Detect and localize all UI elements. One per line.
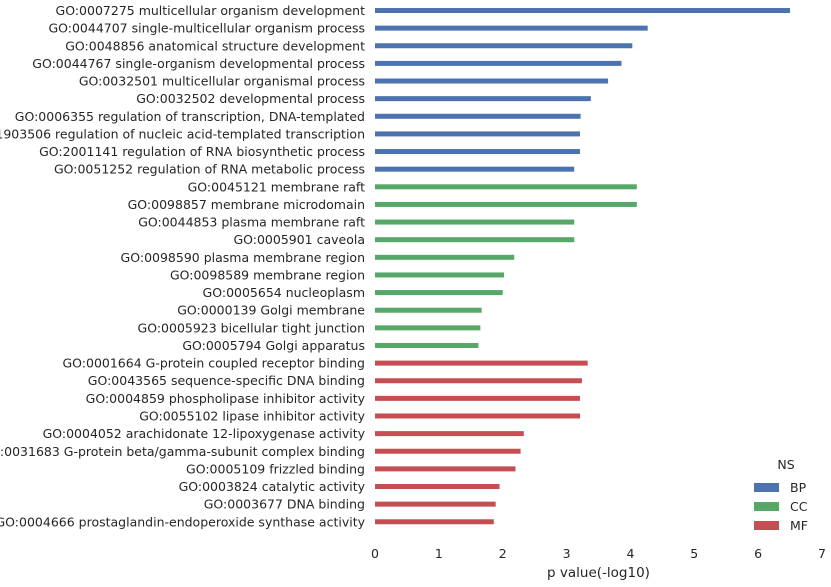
bar-7 bbox=[375, 113, 581, 119]
bar-15 bbox=[375, 254, 515, 260]
y-tick-label: GO:0004859 phospholipase inhibitor activ… bbox=[86, 391, 366, 406]
legend-title: NS bbox=[777, 457, 794, 472]
y-tick-label: GO:0032501 multicellular organismal proc… bbox=[79, 74, 365, 89]
y-tick-label: GO:0044707 single-multicellular organism… bbox=[48, 21, 365, 36]
x-axis-ticks: 0 1 2 3 4 5 6 7 bbox=[371, 546, 826, 561]
bar-2 bbox=[375, 25, 648, 31]
legend: NS BP CC MF bbox=[754, 457, 808, 533]
y-tick-label: GO:0044853 plasma membrane raft bbox=[138, 215, 365, 230]
y-tick-label: GO:0005794 Golgi apparatus bbox=[182, 338, 365, 353]
bar-4 bbox=[375, 60, 622, 66]
bar-13 bbox=[375, 219, 575, 225]
y-tick-label: GO:0048856 anatomical structure developm… bbox=[65, 38, 365, 53]
x-tick-label: 1 bbox=[435, 546, 443, 561]
y-axis-labels: GO:0007275 multicellular organism develo… bbox=[0, 3, 366, 529]
bar-30 bbox=[375, 519, 494, 525]
bar-16 bbox=[375, 272, 504, 278]
bar-20 bbox=[375, 342, 479, 348]
bar-6 bbox=[375, 96, 591, 102]
x-tick-label: 4 bbox=[626, 546, 634, 561]
bar-5 bbox=[375, 78, 609, 84]
bar-25 bbox=[375, 431, 524, 437]
bar-11 bbox=[375, 184, 637, 190]
bar-17 bbox=[375, 290, 503, 296]
y-tick-label: GO:1903506 regulation of nucleic acid-te… bbox=[0, 126, 365, 141]
bar-8 bbox=[375, 131, 580, 137]
bar-29 bbox=[375, 501, 496, 507]
y-tick-label: GO:0098857 membrane microdomain bbox=[128, 197, 365, 212]
bar-12 bbox=[375, 201, 637, 207]
x-axis-label: p value(-log10) bbox=[547, 565, 650, 581]
x-tick-label: 7 bbox=[818, 546, 826, 561]
x-tick-label: 2 bbox=[499, 546, 507, 561]
y-tick-label: GO:0005923 bicellular tight junction bbox=[138, 320, 365, 335]
x-tick-label: 3 bbox=[563, 546, 571, 561]
y-tick-label: GO:0001664 G-protein coupled receptor bi… bbox=[62, 356, 365, 371]
y-tick-label: GO:0098590 plasma membrane region bbox=[121, 250, 365, 265]
bar-26 bbox=[375, 448, 521, 454]
y-tick-label: GO:0043565 sequence-specific DNA binding bbox=[88, 373, 365, 388]
bar-28 bbox=[375, 484, 500, 490]
legend-label-bp: BP bbox=[790, 480, 807, 495]
y-tick-label: GO:0005109 frizzled binding bbox=[186, 461, 365, 476]
y-tick-label: GO:0003824 catalytic activity bbox=[179, 479, 366, 494]
y-tick-label: GO:0007275 multicellular organism develo… bbox=[56, 3, 366, 18]
y-tick-label: GO:0055102 lipase inhibitor activity bbox=[139, 408, 365, 423]
y-tick-label: GO:0000139 Golgi membrane bbox=[177, 303, 365, 318]
x-tick-label: 5 bbox=[690, 546, 698, 561]
y-tick-label: GO:0031683 G-protein beta/gamma-subunit … bbox=[0, 444, 365, 459]
x-tick-label: 6 bbox=[754, 546, 762, 561]
bar-27 bbox=[375, 466, 516, 472]
legend-label-mf: MF bbox=[790, 518, 808, 533]
y-tick-label: GO:0098589 membrane region bbox=[170, 267, 365, 282]
bar-19 bbox=[375, 325, 481, 331]
bar-10 bbox=[375, 166, 575, 172]
bar-3 bbox=[375, 43, 633, 49]
y-tick-label: GO:0003677 DNA binding bbox=[204, 497, 365, 512]
bar-18 bbox=[375, 307, 482, 313]
y-tick-label: GO:0005654 nucleoplasm bbox=[203, 285, 365, 300]
bar-22 bbox=[375, 378, 582, 384]
y-tick-label: GO:0032502 developmental process bbox=[136, 91, 365, 106]
y-tick-label: GO:0044767 single-organism developmental… bbox=[32, 56, 365, 71]
y-tick-label: GO:0004052 arachidonate 12-lipoxygenase … bbox=[43, 426, 366, 441]
y-tick-label: GO:0005901 caveola bbox=[233, 232, 365, 247]
bar-series bbox=[375, 8, 791, 525]
legend-swatch-bp bbox=[754, 483, 779, 492]
bar-14 bbox=[375, 237, 575, 243]
bar-23 bbox=[375, 395, 580, 401]
legend-swatch-cc bbox=[754, 502, 779, 511]
y-tick-label: GO:0006355 regulation of transcription, … bbox=[15, 109, 365, 124]
bar-1 bbox=[375, 8, 791, 13]
bar-9 bbox=[375, 149, 580, 155]
legend-label-cc: CC bbox=[790, 499, 808, 514]
bar-21 bbox=[375, 360, 588, 366]
x-tick-label: 0 bbox=[371, 546, 379, 561]
y-tick-label: GO:0045121 membrane raft bbox=[188, 179, 366, 194]
bar-24 bbox=[375, 413, 580, 419]
y-tick-label: GO:0051252 regulation of RNA metabolic p… bbox=[54, 162, 365, 177]
legend-swatch-mf bbox=[754, 521, 779, 530]
y-tick-label: GO:0004666 prostaglandin-endoperoxide sy… bbox=[0, 514, 366, 529]
y-tick-label: GO:2001141 regulation of RNA biosyntheti… bbox=[39, 144, 365, 159]
